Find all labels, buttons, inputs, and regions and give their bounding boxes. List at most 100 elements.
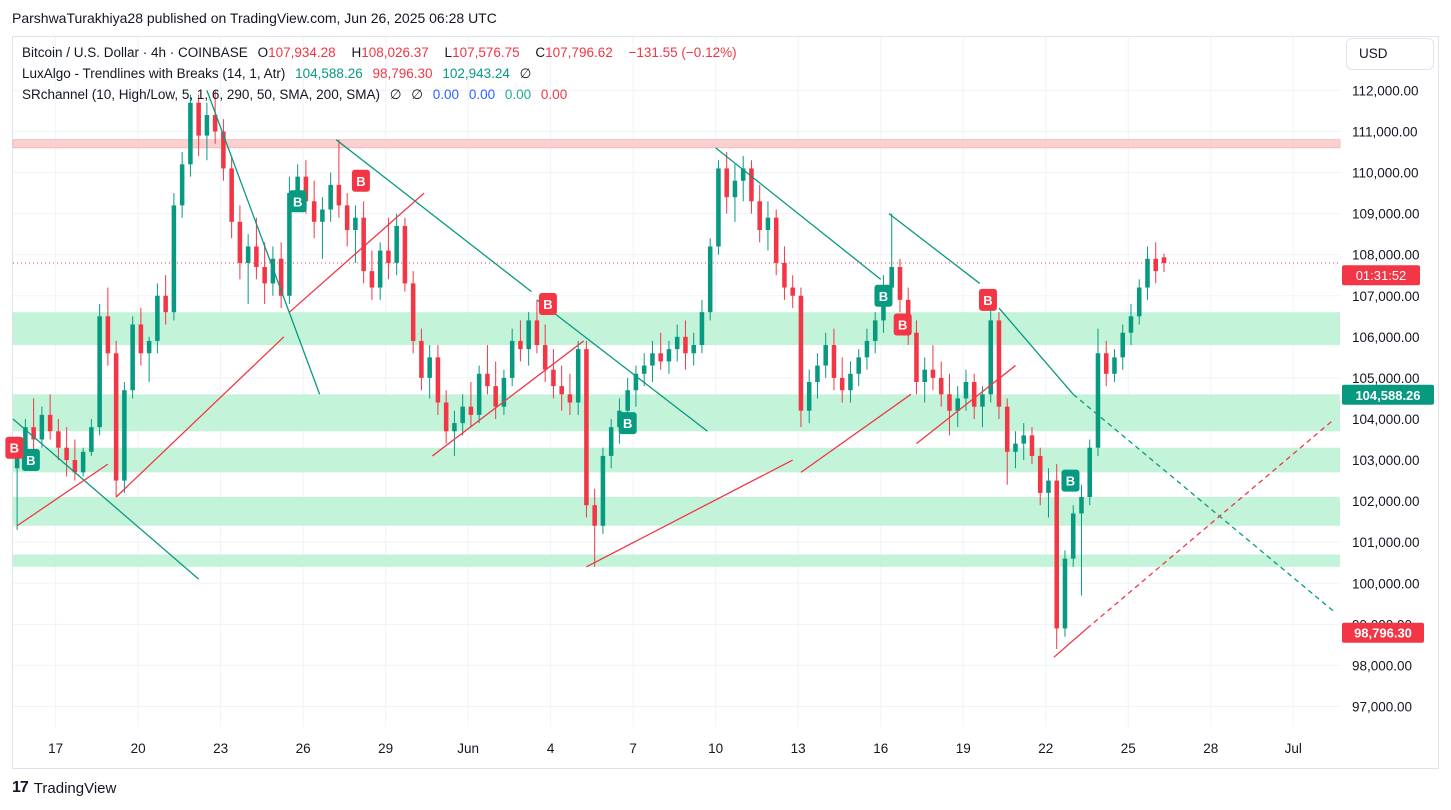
candle-down xyxy=(485,345,490,395)
legend-symbol-row[interactable]: Bitcoin / U.S. Dollar · 4h · COINBASE O1… xyxy=(22,45,743,60)
open-value: 107,934.28 xyxy=(268,45,336,60)
tradingview-brand: TradingView xyxy=(33,779,117,797)
luxalgo-indicator-label[interactable]: LuxAlgo - Trendlines with Breaks (14, 1,… xyxy=(22,66,286,81)
candle-up xyxy=(476,365,482,424)
srchannel-indicator-label[interactable]: SRchannel (10, High/Low, 5, 1, 6, 290, 5… xyxy=(22,87,380,102)
candle-body xyxy=(790,287,795,296)
candle-up xyxy=(204,102,210,161)
luxalgo-value-4: ∅ xyxy=(519,66,532,81)
candle-down xyxy=(443,390,449,444)
candle-up xyxy=(377,242,383,300)
signal-badge xyxy=(1061,469,1080,492)
y-tick-label: 101,000.00 xyxy=(1352,535,1420,550)
x-tick-label: 19 xyxy=(956,741,971,756)
candle-down xyxy=(435,345,441,415)
candle-up xyxy=(179,152,185,218)
candle-up xyxy=(1046,468,1051,518)
candle-body xyxy=(674,336,680,350)
trendline-up xyxy=(115,336,285,498)
luxalgo-value-1: 104,588.26 xyxy=(295,66,363,81)
change-value: −131.55 (−0.12%) xyxy=(628,45,737,60)
currency-button[interactable]: USD xyxy=(1346,38,1434,70)
candle-down xyxy=(534,299,540,354)
candle-down xyxy=(47,394,53,440)
signal-badge xyxy=(288,190,307,213)
candle-down xyxy=(410,271,416,354)
y-tick-label: 111,000.00 xyxy=(1352,124,1418,139)
buy-signal-label: B xyxy=(618,412,637,435)
candle-down xyxy=(592,488,597,567)
candle-body xyxy=(1070,513,1076,559)
candle-body xyxy=(773,217,779,263)
y-tick-label: 100,000.00 xyxy=(1352,576,1420,591)
candle-down xyxy=(64,427,69,477)
candle-body xyxy=(1079,497,1084,514)
footer-branding[interactable]: 17 TradingView xyxy=(12,779,116,797)
candle-body xyxy=(221,131,226,169)
candle-up xyxy=(130,316,135,399)
candle-body xyxy=(1021,435,1026,444)
candle-down xyxy=(105,287,111,366)
candle-up xyxy=(765,201,771,251)
candle-up xyxy=(1112,349,1117,382)
x-tick-label: 13 xyxy=(791,741,806,756)
candle-body xyxy=(592,505,597,526)
candle-down xyxy=(56,418,61,461)
buy-signal-label: B xyxy=(874,284,893,307)
candle-body xyxy=(1103,353,1109,374)
candle-body xyxy=(155,295,160,341)
open-label: O xyxy=(257,45,269,60)
symbol-title[interactable]: Bitcoin / U.S. Dollar · 4h · COINBASE xyxy=(22,45,248,60)
candle-up xyxy=(988,308,993,403)
y-tick-label: 97,000.00 xyxy=(1352,699,1412,714)
support-zone xyxy=(13,394,1340,432)
candle-down xyxy=(897,258,903,313)
x-tick-label: 25 xyxy=(1121,741,1136,756)
candle-body xyxy=(650,353,655,366)
candle-body xyxy=(31,427,36,440)
candle-body xyxy=(270,258,276,284)
candle-body xyxy=(39,414,45,440)
candle-up xyxy=(955,386,960,428)
candle-up xyxy=(155,283,160,354)
resistance-zone xyxy=(12,139,1341,149)
countdown-tag-text: 01:31:52 xyxy=(1356,268,1407,283)
candle-body xyxy=(839,377,845,391)
candle-body xyxy=(815,365,820,382)
legend-luxalgo-row[interactable]: LuxAlgo - Trendlines with Breaks (14, 1,… xyxy=(22,66,537,82)
candle-body xyxy=(402,225,408,284)
candle-body xyxy=(72,460,78,473)
published-line: ParshwaTurakhiya28 published on TradingV… xyxy=(12,10,497,26)
candle-body xyxy=(1120,332,1125,358)
candle-body xyxy=(1046,480,1051,493)
candle-body xyxy=(105,316,111,354)
chart-frame[interactable] xyxy=(12,36,1439,769)
candle-up xyxy=(641,353,647,387)
y-tick-label: 112,000.00 xyxy=(1352,83,1419,98)
x-tick-label: 17 xyxy=(48,741,63,756)
candle-body xyxy=(427,357,432,378)
sell-signal-label: B xyxy=(978,288,997,311)
candle-body xyxy=(229,168,234,222)
candle-body xyxy=(344,205,350,231)
candle-up xyxy=(188,94,193,177)
candle-up xyxy=(146,336,152,382)
candle-body xyxy=(452,423,457,432)
candle-down xyxy=(790,275,795,309)
candle-down xyxy=(229,156,234,239)
candle-body xyxy=(740,168,746,181)
candle-down xyxy=(938,361,944,407)
candle-body xyxy=(311,201,317,222)
candle-up xyxy=(806,369,812,424)
candle-up xyxy=(872,312,878,354)
candle-body xyxy=(435,357,441,403)
candle-body xyxy=(848,373,853,391)
legend-srchannel-row[interactable]: SRchannel (10, High/Low, 5, 1, 6, 290, 5… xyxy=(22,87,573,103)
candle-body xyxy=(113,353,119,481)
candle-down xyxy=(1037,447,1043,506)
candle-up xyxy=(320,197,325,259)
candle-up xyxy=(394,213,399,276)
luxalgo-value-3: 102,943.24 xyxy=(442,66,510,81)
candle-body xyxy=(262,267,267,284)
